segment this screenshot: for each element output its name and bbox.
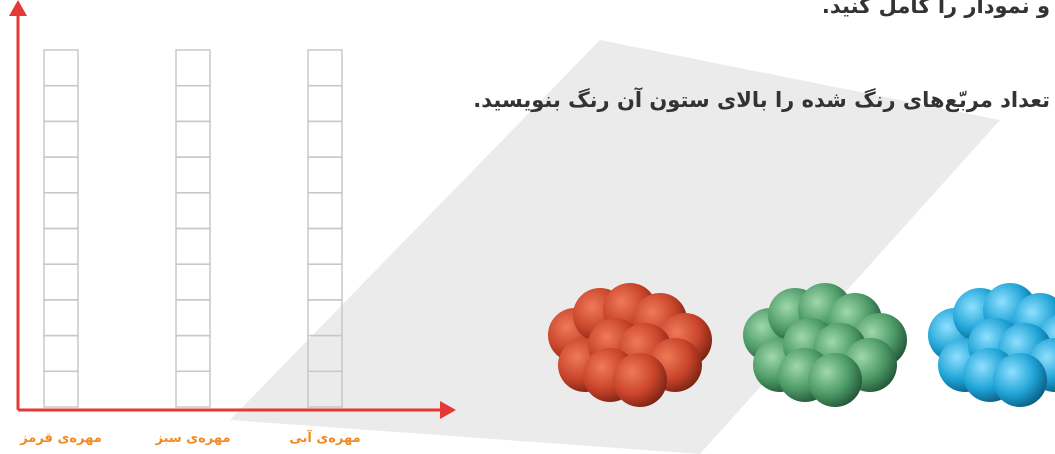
grid-square: [43, 192, 79, 230]
grid-square: [175, 192, 211, 230]
grid-square: [43, 370, 79, 408]
grid-square: [307, 263, 343, 301]
grid-square: [43, 84, 79, 123]
grid-square: [307, 192, 343, 230]
bead-clusters: [548, 283, 1055, 407]
grid-square: [307, 84, 343, 123]
grid-square: [175, 263, 211, 301]
grid-square: [43, 120, 79, 158]
y-arrow: [9, 0, 27, 16]
grid-square: [175, 370, 211, 408]
grid-square: [307, 49, 343, 87]
grid-square: [175, 299, 211, 337]
instruction: و نمودار را کامل کنید.: [821, 0, 1050, 18]
grid-square: [175, 120, 211, 158]
grid-square: [43, 299, 79, 337]
grid-square: [175, 156, 211, 194]
grid-square: [175, 227, 211, 265]
column-label: مهره‌ی قرمز: [19, 431, 102, 446]
grid-square: [307, 227, 343, 265]
x-arrow: [440, 401, 456, 419]
grid-square: [175, 84, 211, 123]
grid-square: [307, 120, 343, 158]
grid-square: [307, 156, 343, 194]
column-labels: مهره‌ی قرمز مهره‌ی سبز مهره‌ی آبی: [19, 429, 360, 446]
column-label: مهره‌ی سبز: [154, 431, 230, 446]
bar-columns: [43, 49, 343, 408]
grid-square: [175, 334, 211, 373]
bead: [613, 353, 667, 407]
instruction: تعداد مربّع‌های رنگ شده را بالای ستون آن…: [473, 88, 1050, 112]
grid-square: [43, 334, 79, 373]
bead: [993, 353, 1047, 407]
grid-square: [307, 370, 343, 408]
grid-square: [43, 227, 79, 265]
bead: [808, 353, 862, 407]
grid-square: [175, 49, 211, 87]
column-label: مهره‌ی آبی: [289, 429, 360, 446]
grid-square: [43, 156, 79, 194]
grid-square: [43, 49, 79, 87]
watermark: [230, 40, 1000, 454]
grid-square: [43, 263, 79, 301]
